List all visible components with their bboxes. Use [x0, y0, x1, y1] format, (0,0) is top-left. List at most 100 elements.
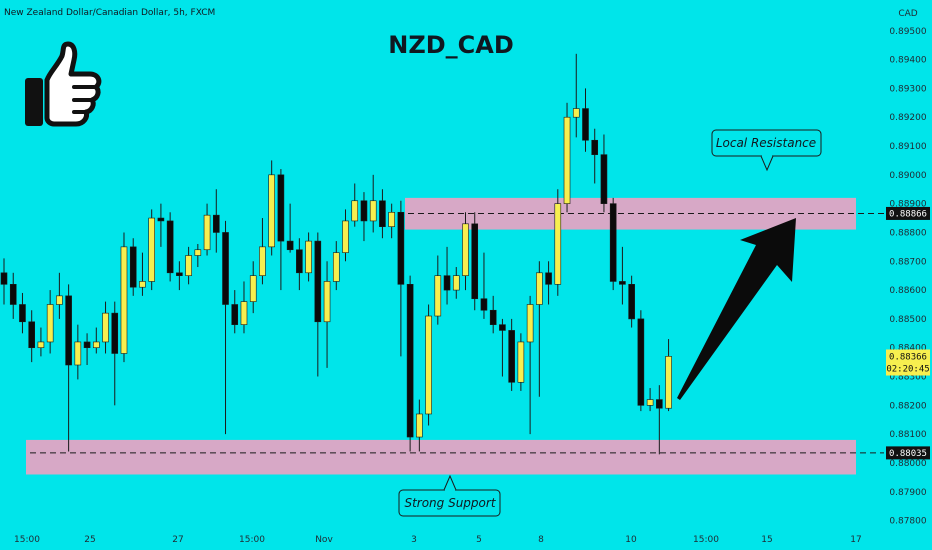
bearish-candle[interactable] [545, 272, 552, 285]
bullish-candle[interactable] [56, 295, 63, 305]
bearish-candle[interactable] [83, 341, 91, 349]
strong-support-label: Strong Support [404, 496, 496, 510]
price-tick-label: 0.88500 [889, 315, 926, 325]
price-tick-label: 0.89300 [889, 84, 926, 94]
bullish-candle[interactable] [323, 281, 331, 323]
bullish-candle[interactable] [342, 220, 349, 253]
bearish-candle[interactable] [222, 232, 229, 305]
bearish-candle[interactable] [111, 312, 119, 354]
bullish-candle[interactable] [462, 223, 469, 276]
bearish-candle[interactable] [471, 223, 479, 300]
bullish-candle[interactable] [554, 203, 562, 285]
bullish-candle[interactable] [185, 255, 192, 276]
price-tick-label: 0.89400 [889, 56, 926, 66]
bearish-candle[interactable] [286, 240, 294, 251]
bullish-candle[interactable] [416, 413, 423, 438]
bullish-candle[interactable] [139, 281, 146, 288]
time-tick-label: 15:00 [14, 535, 40, 545]
svg-text:0.88866: 0.88866 [889, 209, 927, 219]
bearish-candle[interactable] [480, 298, 488, 311]
bearish-candle[interactable] [314, 240, 322, 323]
bearish-candle[interactable] [600, 154, 608, 204]
price-tick-label: 0.87800 [889, 517, 926, 527]
bullish-candle[interactable] [259, 246, 266, 276]
bearish-candle[interactable] [277, 174, 285, 242]
bearish-candle[interactable] [28, 321, 35, 349]
bearish-candle[interactable] [619, 281, 626, 285]
bullish-candle[interactable] [194, 249, 202, 256]
bearish-candle[interactable] [0, 272, 8, 285]
bearish-candle[interactable] [379, 200, 386, 227]
bearish-candle[interactable] [157, 217, 165, 222]
price-tick-label: 0.88400 [889, 344, 926, 354]
bearish-candle[interactable] [628, 284, 635, 320]
bullish-candle[interactable] [452, 275, 460, 291]
bullish-candle[interactable] [268, 174, 275, 248]
time-tick-label: 15:00 [239, 535, 265, 545]
bullish-candle[interactable] [332, 252, 340, 282]
bullish-candle[interactable] [425, 315, 432, 415]
bullish-candle[interactable] [536, 272, 543, 305]
time-tick-label: 8 [538, 535, 544, 545]
time-tick-label: 17 [850, 535, 861, 545]
bullish-candle[interactable] [305, 240, 312, 274]
thumbs-up-icon [25, 41, 102, 127]
bearish-candle[interactable] [231, 304, 239, 325]
support-price-label: 0.88035 [886, 446, 930, 460]
price-tick-label: 0.88800 [889, 228, 926, 238]
price-tick-label: 0.89200 [889, 113, 926, 123]
price-axis[interactable]: 0.87800 0.87900 0.88000 0.88100 0.88200 0.883… [889, 27, 926, 527]
bearish-candle[interactable] [176, 272, 183, 276]
bullish-candle[interactable] [240, 301, 248, 325]
bearish-candle[interactable] [212, 214, 220, 233]
bullish-candle[interactable] [526, 304, 534, 343]
price-tick-label: 0.87900 [889, 488, 926, 498]
price-tick-label: 0.88000 [889, 459, 926, 469]
time-axis[interactable]: 15:00 25 27 15:00 Nov 3 5 8 10 15:00 15 17 [14, 535, 862, 545]
bearish-candle[interactable] [129, 246, 137, 288]
bullish-candle[interactable] [517, 341, 525, 383]
price-tick-label: 0.88300 [889, 373, 926, 383]
bearish-candle[interactable] [582, 108, 589, 141]
bullish-candle[interactable] [37, 341, 45, 349]
bearish-candle[interactable] [360, 200, 368, 222]
bearish-candle[interactable] [9, 284, 17, 305]
bearish-candle[interactable] [406, 284, 414, 438]
time-tick-label: 25 [84, 535, 95, 545]
bullish-candle[interactable] [102, 312, 109, 343]
bullish-candle[interactable] [572, 108, 580, 118]
upward-arrow-icon [677, 218, 796, 400]
bearish-candle[interactable] [508, 330, 515, 383]
bearish-candle[interactable] [166, 220, 174, 274]
bullish-candle[interactable] [74, 341, 82, 366]
bullish-candle[interactable] [249, 275, 257, 302]
bullish-candle[interactable] [388, 211, 395, 227]
bearish-candle[interactable] [656, 399, 663, 409]
resistance-price-label: 0.88866 [886, 206, 930, 220]
price-tick-label: 0.88100 [889, 430, 926, 440]
bearish-candle[interactable] [397, 211, 405, 285]
candles-group [0, 53, 672, 455]
bearish-candle[interactable] [609, 203, 617, 282]
currency-label: CAD [898, 9, 917, 19]
bearish-candle[interactable] [637, 318, 645, 406]
bearish-candle[interactable] [65, 295, 72, 366]
bullish-candle[interactable] [665, 356, 672, 409]
bearish-candle[interactable] [19, 304, 26, 323]
bullish-candle[interactable] [646, 399, 654, 406]
bearish-candle[interactable] [443, 275, 451, 291]
bullish-candle[interactable] [46, 304, 54, 343]
bullish-candle[interactable] [563, 116, 571, 204]
bullish-candle[interactable] [351, 200, 359, 222]
bearish-candle[interactable] [591, 139, 599, 155]
bearish-candle[interactable] [296, 249, 303, 274]
bullish-candle[interactable] [148, 217, 155, 282]
bearish-candle[interactable] [499, 324, 506, 331]
bullish-candle[interactable] [434, 275, 442, 317]
bearish-candle[interactable] [489, 309, 497, 325]
bullish-candle[interactable] [369, 200, 377, 222]
bullish-candle[interactable] [203, 214, 211, 251]
bullish-candle[interactable] [120, 246, 128, 354]
bullish-candle[interactable] [93, 341, 100, 349]
